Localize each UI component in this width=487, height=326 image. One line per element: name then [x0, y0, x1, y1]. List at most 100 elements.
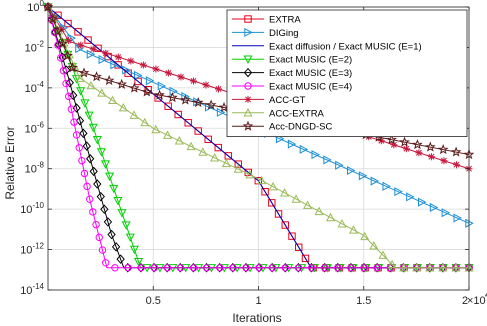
series-marker — [157, 81, 167, 91]
series-marker — [102, 49, 110, 57]
series-marker — [67, 33, 76, 43]
series-marker — [347, 264, 355, 272]
series-marker — [57, 37, 69, 49]
x-multiplier-label: ×10 — [467, 295, 486, 307]
legend-item: Exact diffusion / Exact MUSIC (E=1) — [232, 41, 422, 52]
legend-item: Acc-DNGD-SC — [232, 120, 332, 133]
series-marker — [451, 263, 461, 273]
series-marker — [62, 65, 71, 75]
x-tick-label: 1 — [255, 295, 261, 307]
series-marker — [294, 264, 303, 272]
series-layer — [42, 1, 475, 273]
series-marker — [399, 136, 410, 147]
series-marker — [80, 99, 90, 108]
series-marker — [62, 79, 70, 88]
series-marker — [440, 157, 448, 165]
series-marker — [452, 161, 460, 169]
series-marker — [334, 264, 342, 272]
series-marker — [314, 206, 324, 216]
series-marker — [117, 209, 127, 218]
series-marker — [387, 259, 397, 269]
series-marker — [91, 71, 102, 82]
series-marker — [82, 141, 91, 151]
series-marker — [323, 155, 332, 165]
series-marker — [399, 263, 409, 272]
series-marker — [93, 179, 102, 189]
series-marker — [141, 86, 153, 97]
series-marker — [210, 152, 220, 162]
series-marker — [105, 172, 115, 182]
series-marker — [96, 148, 106, 157]
legend-item: ACC-EXTRA — [232, 108, 325, 119]
series-marker — [268, 264, 276, 272]
series-marker — [268, 181, 278, 191]
series-marker — [280, 188, 290, 197]
series-marker — [307, 263, 316, 273]
legend-label: ACC-EXTRA — [269, 108, 325, 119]
series-marker — [84, 36, 92, 44]
series-marker — [321, 264, 329, 272]
series-marker — [382, 181, 391, 191]
series-marker — [406, 192, 415, 202]
series-marker — [139, 61, 147, 69]
series-marker — [438, 263, 448, 272]
series-marker — [348, 225, 359, 234]
series-marker — [86, 49, 96, 59]
series-marker — [335, 160, 344, 170]
series-marker — [100, 204, 109, 215]
series-marker — [326, 212, 336, 222]
y-tick-label: 100 — [27, 0, 44, 14]
series-marker — [134, 70, 143, 80]
series-marker — [307, 264, 316, 272]
series-marker — [86, 80, 96, 90]
series-marker — [402, 145, 410, 153]
legend-label: Exact MUSIC (E=2) — [269, 55, 352, 66]
series-marker — [450, 146, 462, 157]
series-marker — [107, 95, 118, 105]
series-marker — [129, 110, 139, 119]
series-marker — [74, 28, 82, 36]
series-marker — [75, 73, 85, 82]
x-multiplier-exponent: 4 — [485, 289, 487, 301]
series-marker — [424, 141, 436, 152]
series-marker — [358, 171, 368, 181]
series-marker — [145, 76, 155, 86]
series-marker — [194, 127, 202, 135]
series-marker — [70, 118, 78, 126]
series-marker — [244, 15, 252, 23]
series-marker — [214, 143, 222, 152]
series-marker — [243, 55, 253, 64]
series-marker — [303, 200, 313, 209]
series-marker — [86, 195, 94, 203]
series-marker — [221, 158, 231, 168]
legend-item: DIGing — [232, 27, 299, 39]
series-marker — [75, 144, 83, 152]
series-marker — [67, 62, 78, 73]
y-tick-label: 10-12 — [20, 242, 44, 257]
series-marker — [360, 231, 370, 241]
series-marker — [429, 202, 439, 212]
series-marker — [92, 136, 102, 145]
series-marker — [425, 263, 434, 273]
series-marker — [192, 96, 204, 108]
x-axis-label: Iterations — [232, 311, 281, 325]
series-marker — [151, 124, 161, 134]
series-marker — [453, 213, 462, 223]
series-marker — [378, 250, 388, 259]
series-marker — [370, 176, 380, 186]
series-marker — [333, 263, 342, 273]
series-marker — [369, 241, 379, 250]
series-marker — [137, 264, 145, 272]
series-marker — [128, 82, 140, 93]
series-marker — [169, 86, 178, 96]
series-marker — [215, 85, 223, 93]
series-marker — [299, 144, 309, 154]
series-marker — [288, 232, 296, 240]
series-marker — [234, 160, 242, 168]
series-marker — [301, 254, 310, 263]
series-marker — [62, 50, 73, 61]
series-marker — [427, 153, 435, 161]
series-marker — [242, 120, 254, 131]
series-marker — [189, 77, 197, 85]
series-marker — [72, 131, 81, 139]
